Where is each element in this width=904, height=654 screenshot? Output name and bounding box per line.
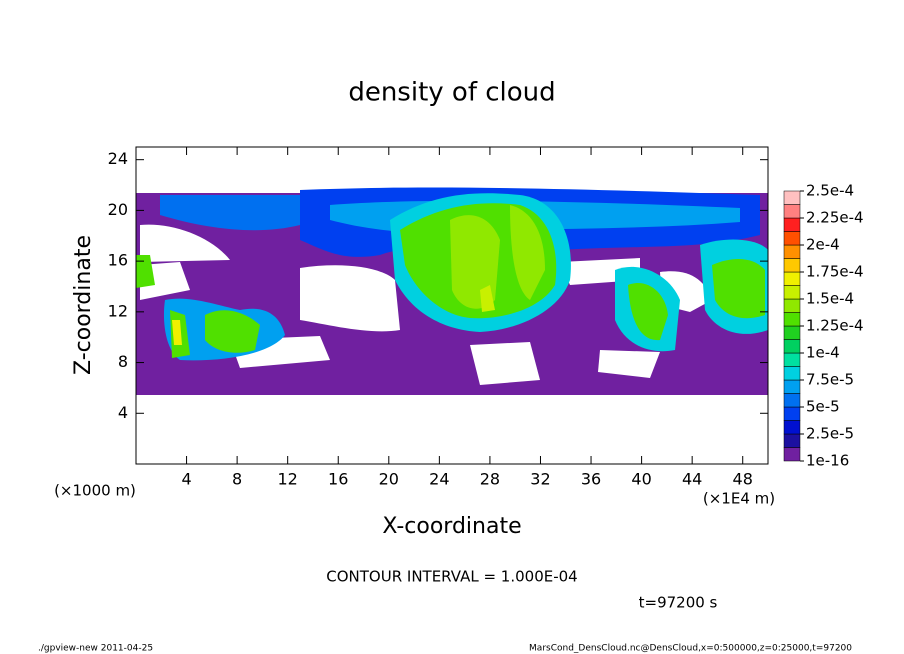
x-tick-label: 4 bbox=[181, 470, 191, 489]
x-unit: (×1E4 m) bbox=[703, 490, 775, 508]
colorbar-label: 2.5e-5 bbox=[806, 425, 854, 443]
x-tick-label: 48 bbox=[733, 470, 753, 489]
colorbar-cell bbox=[783, 271, 801, 286]
colorbar-cell bbox=[783, 352, 801, 367]
x-tick-label: 36 bbox=[581, 470, 601, 489]
x-tick-label: 44 bbox=[682, 470, 702, 489]
colorbar-cell bbox=[783, 366, 801, 381]
colorbar-label: 2e-4 bbox=[806, 236, 840, 254]
colorbar-label: 1.25e-4 bbox=[806, 317, 864, 335]
y-tick-label: 20 bbox=[108, 200, 128, 219]
y-tick-label: 12 bbox=[108, 301, 128, 320]
y-tick-label: 16 bbox=[108, 251, 128, 270]
colorbar-cell bbox=[783, 298, 801, 313]
y-axis-label: Z-coordinate bbox=[71, 235, 96, 375]
colorbar-cell bbox=[783, 447, 801, 462]
colorbar-cell bbox=[783, 244, 801, 259]
colorbar-cell bbox=[783, 231, 801, 246]
x-tick-label: 8 bbox=[232, 470, 242, 489]
x-tick-label: 32 bbox=[530, 470, 550, 489]
colorbar-label: 2.25e-4 bbox=[806, 209, 864, 227]
chart-title: density of cloud bbox=[348, 78, 555, 108]
colorbar-label: 1e-4 bbox=[806, 344, 840, 362]
colorbar-cell bbox=[783, 325, 801, 340]
colorbar-cell bbox=[783, 433, 801, 448]
y-unit: (×1000 m) bbox=[54, 482, 136, 500]
colorbar-cell bbox=[783, 217, 801, 232]
x-axis-label: X-coordinate bbox=[382, 514, 521, 539]
y-tick-label: 24 bbox=[108, 149, 128, 168]
colorbar-label: 1.5e-4 bbox=[806, 290, 854, 308]
colorbar-cell bbox=[783, 393, 801, 408]
colorbar-cell bbox=[783, 190, 801, 205]
colorbar-cell bbox=[783, 312, 801, 327]
colorbar-cell bbox=[783, 285, 801, 300]
plot-frame bbox=[135, 146, 769, 465]
colorbar-cell bbox=[783, 406, 801, 421]
footer-right: MarsCond_DensCloud.nc@DensCloud,x=0:5000… bbox=[529, 644, 852, 654]
y-tick-label: 4 bbox=[118, 403, 128, 422]
colorbar-cell bbox=[783, 339, 801, 354]
x-tick-label: 28 bbox=[480, 470, 500, 489]
x-tick-label: 24 bbox=[429, 470, 449, 489]
colorbar-cell bbox=[783, 204, 801, 219]
cloud-field bbox=[136, 187, 768, 395]
colorbar-cell bbox=[783, 258, 801, 273]
x-tick-label: 12 bbox=[278, 470, 298, 489]
colorbar-label: 2.5e-4 bbox=[806, 182, 854, 200]
footer-left: ./gpview-new 2011-04-25 bbox=[38, 644, 153, 654]
colorbar-cell bbox=[783, 420, 801, 435]
time-label: t=97200 s bbox=[639, 594, 718, 612]
colorbar-label: 1e-16 bbox=[806, 452, 849, 470]
x-tick-label: 16 bbox=[328, 470, 348, 489]
y-tick-label: 8 bbox=[118, 352, 128, 371]
x-tick-label: 40 bbox=[631, 470, 651, 489]
colorbar-cell bbox=[783, 379, 801, 394]
colorbar-label: 7.5e-5 bbox=[806, 371, 854, 389]
colorbar-label: 1.75e-4 bbox=[806, 263, 864, 281]
x-tick-label: 20 bbox=[379, 470, 399, 489]
contour-interval: CONTOUR INTERVAL = 1.000E-04 bbox=[326, 568, 577, 586]
colorbar-label: 5e-5 bbox=[806, 398, 840, 416]
